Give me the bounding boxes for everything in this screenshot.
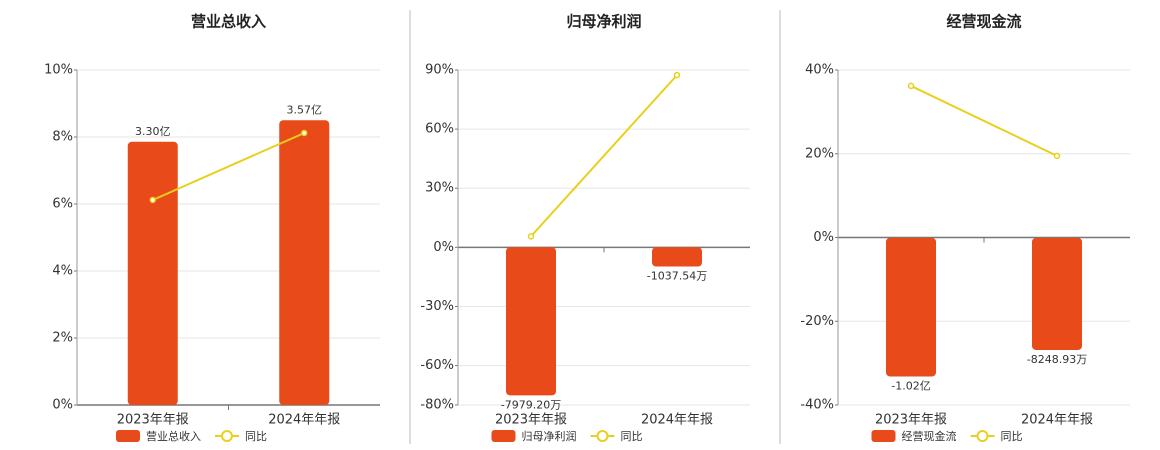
line-point (1053, 152, 1061, 160)
y-tick-label: 30% (425, 181, 454, 196)
line-point (907, 82, 915, 90)
chart-title: 经营现金流 (946, 13, 1021, 31)
legend-swatch (871, 430, 896, 442)
y-tick-label: -20% (800, 314, 834, 329)
y-tick-label: 0% (813, 230, 834, 245)
legend-label: 同比 (621, 430, 643, 443)
y-tick-label: 60% (425, 122, 454, 137)
bar (279, 120, 330, 405)
legend-swatch (976, 430, 989, 442)
data-label: -7979.20万 (501, 398, 561, 411)
y-tick-label: 4% (52, 264, 73, 279)
line-point (301, 129, 308, 137)
line-point (673, 71, 681, 79)
bar (1032, 237, 1082, 350)
bar (886, 237, 936, 377)
y-tick-label: 8% (52, 130, 73, 145)
legend-swatch (491, 430, 516, 442)
line (910, 85, 1058, 157)
y-tick-label: -30% (420, 299, 454, 314)
x-tick-label: 2024年年报 (268, 413, 340, 428)
y-tick-label: -80% (420, 398, 454, 413)
legend-swatch (221, 430, 233, 442)
x-tick-label: 2023年年报 (117, 413, 189, 428)
y-tick-label: 40% (805, 63, 834, 78)
y-tick-label: 90% (425, 63, 454, 78)
legend-label: 经营现金流 (902, 429, 957, 443)
line (530, 74, 678, 237)
y-tick-label: 2% (52, 331, 73, 346)
y-tick-label: 10% (44, 63, 73, 78)
data-label: -8248.93万 (1027, 353, 1087, 366)
y-tick-label: 0% (52, 398, 73, 413)
legend-label: 同比 (245, 430, 267, 443)
legend-label: 归母净利润 (522, 429, 577, 443)
bar (506, 247, 556, 396)
data-label: -1037.54万 (647, 270, 707, 283)
legend-label: 营业总收入 (146, 429, 201, 443)
x-tick-label: 2023年年报 (875, 413, 947, 428)
y-tick-label: -40% (800, 398, 834, 413)
bar (652, 247, 702, 267)
line (152, 132, 305, 201)
x-tick-label: 2023年年报 (495, 413, 567, 428)
data-label: 3.30亿 (135, 125, 171, 138)
data-label: -1.02亿 (891, 379, 930, 392)
bar (127, 141, 178, 406)
legend-swatch (596, 430, 609, 442)
legend-label: 同比 (1001, 430, 1023, 443)
line-point (527, 233, 535, 240)
chart-title: 营业总收入 (191, 13, 266, 31)
legend-swatch (116, 430, 140, 442)
data-label: 3.57亿 (287, 103, 323, 116)
x-tick-label: 2024年年报 (641, 413, 713, 428)
y-tick-label: 20% (805, 146, 834, 161)
y-tick-label: -60% (420, 358, 454, 373)
chart-title: 归母净利润 (566, 13, 641, 31)
y-tick-label: 0% (433, 240, 454, 255)
y-tick-label: 6% (52, 197, 73, 212)
line-point (149, 196, 156, 204)
x-tick-label: 2024年年报 (1021, 413, 1093, 428)
